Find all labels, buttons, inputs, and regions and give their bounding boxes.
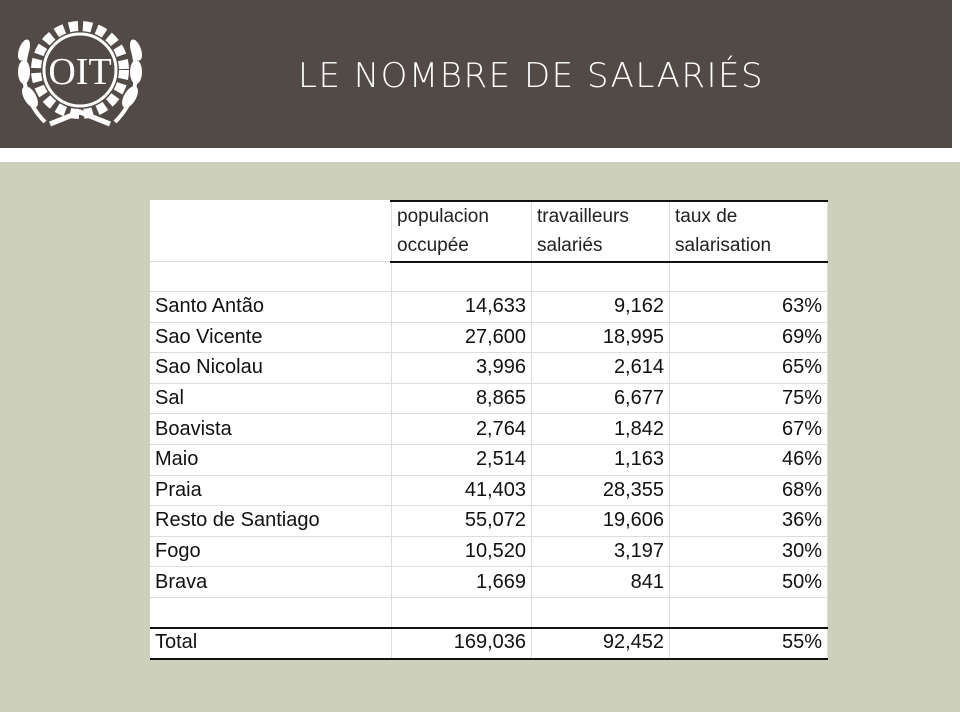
number-cell: 30% bbox=[670, 536, 828, 568]
data-table: populacion occupée travailleurs salariés tau… bbox=[150, 200, 828, 660]
label-cell: Maio bbox=[150, 445, 392, 476]
number-cell: 55,072 bbox=[392, 506, 532, 537]
number-cell: 75% bbox=[670, 383, 828, 415]
number-cell: 65% bbox=[670, 353, 828, 384]
logo-text: OIT bbox=[48, 51, 111, 93]
number-cell: 2,514 bbox=[392, 445, 532, 476]
number-cell: 3,996 bbox=[392, 353, 532, 384]
table-rule bbox=[390, 200, 828, 202]
number-cell: 2,764 bbox=[392, 414, 532, 445]
table-rule bbox=[390, 261, 828, 263]
number-cell: 10,520 bbox=[392, 536, 532, 568]
number-cell: 3,197 bbox=[532, 536, 670, 568]
column-header-line: occupée bbox=[397, 235, 469, 256]
column-header-line: travailleurs bbox=[537, 206, 629, 227]
number-cell: 69% bbox=[670, 322, 828, 354]
label-cell: Sao Vicente bbox=[150, 322, 392, 354]
number-cell: 55% bbox=[670, 628, 828, 659]
label-cell: Boavista bbox=[150, 414, 392, 445]
empty-cell bbox=[670, 262, 828, 292]
number-cell: 28,355 bbox=[532, 475, 670, 507]
empty-cell bbox=[150, 262, 392, 292]
number-cell: 169,036 bbox=[392, 628, 532, 659]
number-cell: 41,403 bbox=[392, 475, 532, 507]
empty-cell bbox=[150, 598, 392, 628]
label-cell: Brava bbox=[150, 567, 392, 598]
number-cell: 2,614 bbox=[532, 353, 670, 384]
number-cell: 92,452 bbox=[532, 628, 670, 659]
label-cell: Santo Antão bbox=[150, 292, 392, 323]
number-cell: 36% bbox=[670, 506, 828, 537]
empty-cell bbox=[392, 262, 532, 292]
empty-cell bbox=[532, 598, 670, 628]
empty-cell bbox=[532, 262, 670, 292]
column-header: populacion occupée bbox=[392, 200, 532, 262]
label-cell: Resto de Santiago bbox=[150, 506, 392, 537]
label-cell: Praia bbox=[150, 475, 392, 507]
label-cell: Sal bbox=[150, 383, 392, 415]
slide-title: LE NOMBRE DE SALARIÉS bbox=[298, 56, 765, 96]
header-band bbox=[0, 0, 952, 148]
number-cell: 1,163 bbox=[532, 445, 670, 476]
number-cell: 18,995 bbox=[532, 322, 670, 354]
number-cell: 14,633 bbox=[392, 292, 532, 323]
number-cell: 1,669 bbox=[392, 567, 532, 598]
number-cell: 1,842 bbox=[532, 414, 670, 445]
number-cell: 50% bbox=[670, 567, 828, 598]
column-header-line: populacion bbox=[397, 206, 489, 227]
header-cell bbox=[150, 200, 392, 262]
number-cell: 67% bbox=[670, 414, 828, 445]
number-cell: 68% bbox=[670, 475, 828, 507]
number-cell: 6,677 bbox=[532, 383, 670, 415]
number-cell: 8,865 bbox=[392, 383, 532, 415]
table-rule bbox=[150, 627, 828, 629]
column-header: travailleurs salariés bbox=[532, 200, 670, 262]
column-header-line: salariés bbox=[537, 235, 603, 256]
logo: OIT bbox=[17, 21, 143, 127]
number-cell: 9,162 bbox=[532, 292, 670, 323]
label-cell: Sao Nicolau bbox=[150, 353, 392, 384]
column-header-line: taux de bbox=[675, 206, 738, 227]
number-cell: 63% bbox=[670, 292, 828, 323]
table-rule bbox=[150, 657, 828, 660]
number-cell: 46% bbox=[670, 445, 828, 476]
column-header-line: salarisation bbox=[675, 235, 772, 256]
label-cell: Fogo bbox=[150, 536, 392, 568]
number-cell: 27,600 bbox=[392, 322, 532, 354]
empty-cell bbox=[670, 598, 828, 628]
column-header: taux de salarisation bbox=[670, 200, 828, 262]
number-cell: 19,606 bbox=[532, 506, 670, 537]
number-cell: 841 bbox=[532, 567, 670, 598]
empty-cell bbox=[392, 598, 532, 628]
label-cell: Total bbox=[150, 628, 392, 659]
